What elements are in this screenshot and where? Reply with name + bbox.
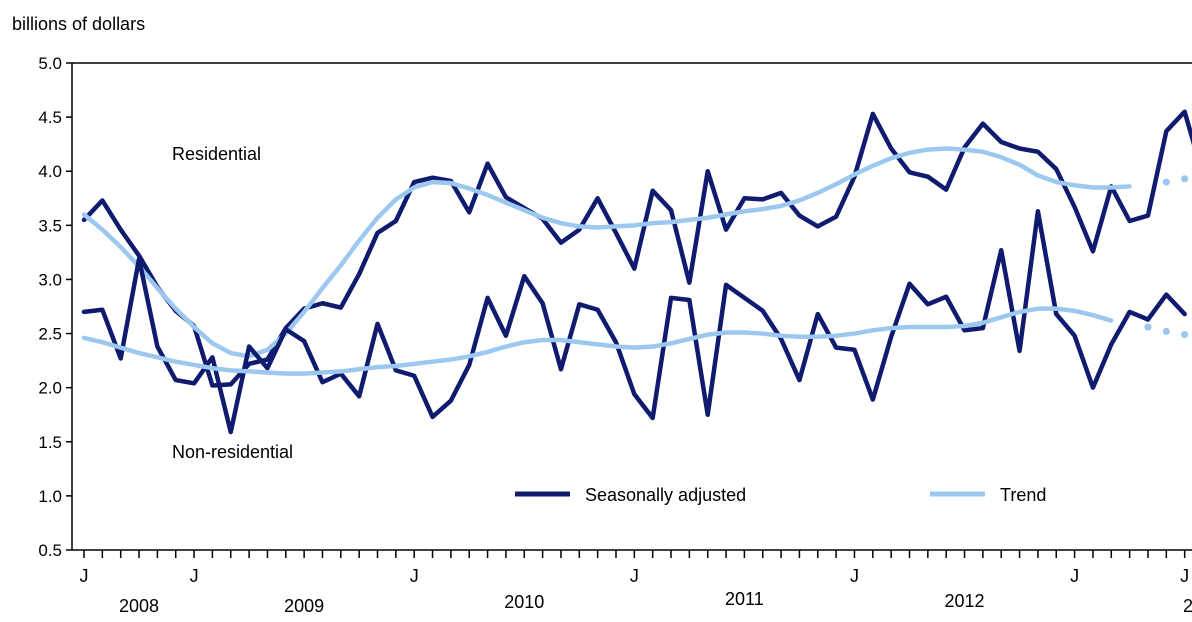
residential-trend-line: [81, 146, 1132, 359]
x-month-label: J: [190, 566, 199, 586]
y-tick-label: 2.5: [38, 325, 62, 344]
residential-series-label: Residential: [172, 144, 261, 164]
trend-projection-dot: [1144, 323, 1152, 331]
y-axis-unit-label: billions of dollars: [12, 14, 145, 34]
trend-projection-dot: [1181, 331, 1189, 339]
y-tick-label: 0.5: [38, 541, 62, 560]
y-tick-label: 4.5: [38, 108, 62, 127]
x-month-label: J: [410, 566, 419, 586]
nonresidential-seasonally-adjusted-line: [81, 209, 1187, 435]
y-tick-label: 1.0: [38, 487, 62, 506]
trend-projection-dot: [1181, 175, 1189, 183]
x-year-label: 2009: [284, 596, 324, 616]
x-year-label: 2012: [945, 591, 985, 611]
x-year-label: 2008: [119, 596, 159, 616]
x-month-label: J: [630, 566, 639, 586]
y-tick-label: 3.0: [38, 270, 62, 289]
y-tick-label: 2.0: [38, 379, 62, 398]
legend-label-seasonally-adjusted: Seasonally adjusted: [585, 485, 746, 505]
x-month-label: J: [850, 566, 859, 586]
y-tick-label: 4.0: [38, 162, 62, 181]
axes: 0.5 1.0 1.5 2.0 2.5 3.0 3.5 4.0 4.5 5.0 J J J J J J J 200…: [38, 54, 1192, 616]
chart-legend: Seasonally adjusted Trend: [515, 485, 1046, 505]
trend-projection-dot: [1162, 178, 1170, 186]
trend-projection-dot: [1162, 327, 1170, 335]
x-year-label: 2011: [725, 589, 764, 609]
nonresidential-series-label: Non-residential: [172, 442, 293, 462]
x-year-label: 2013: [1183, 596, 1192, 616]
residential-seasonally-adjusted-line: [81, 109, 1192, 388]
legend-label-trend: Trend: [1000, 485, 1046, 505]
y-tick-label: 3.5: [38, 216, 62, 235]
x-month-label: J: [1180, 566, 1189, 586]
y-tick-label: 5.0: [38, 54, 62, 73]
x-month-label: J: [1070, 566, 1079, 586]
x-year-label: 2010: [504, 592, 544, 612]
x-month-label: J: [80, 566, 89, 586]
series-lines: [81, 109, 1192, 435]
y-tick-label: 1.5: [38, 433, 62, 452]
nonresidential-trend-line: [81, 306, 1114, 376]
